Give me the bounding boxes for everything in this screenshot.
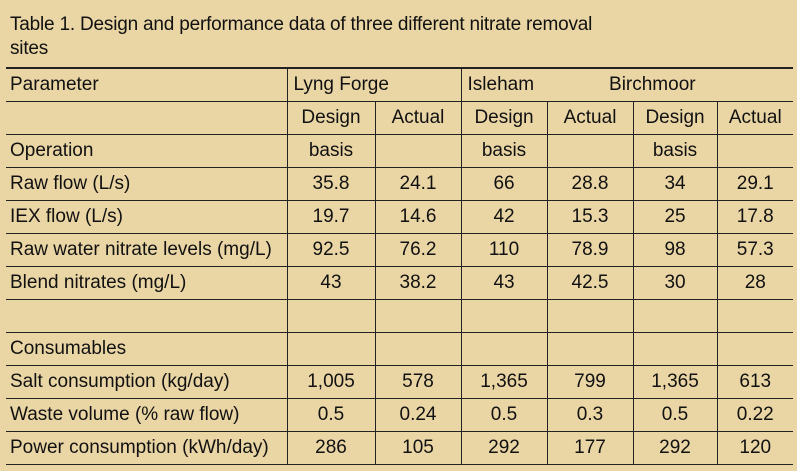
table-cell: 24.1	[375, 167, 462, 201]
table-cell: 1,365	[633, 365, 718, 399]
table-cell: 15.3	[547, 200, 634, 234]
table-cell: 57.3	[717, 233, 794, 267]
table-row: Blend nitrates (mg/L) 43 38.2 43 42.5 30 28	[6, 266, 794, 300]
table-cell: 1,365	[461, 365, 548, 399]
basis-header: basis	[287, 134, 376, 168]
table-row: IEX flow (L/s) 19.7 14.6 42 15.3 25 17.8	[6, 200, 794, 234]
actual-header: Actual	[547, 101, 634, 135]
table-cell	[633, 332, 718, 366]
basis-header: basis	[461, 134, 548, 168]
empty-cell	[547, 134, 634, 168]
table-cell: 34	[633, 167, 718, 201]
table-cell: 66	[461, 167, 548, 201]
site-header-birchmoor: Birchmoor	[547, 67, 794, 102]
table-cell: 92.5	[287, 233, 376, 267]
table-row: Raw flow (L/s) 35.8 24.1 66 28.8 34 29.1	[6, 167, 794, 201]
row-label: IEX flow (L/s)	[6, 200, 288, 234]
row-label: Raw flow (L/s)	[6, 167, 288, 201]
table-cell: 29.1	[717, 167, 794, 201]
table-cell	[461, 299, 548, 333]
table-caption: Table 1. Design and performance data of …	[10, 14, 593, 59]
header-row-design-actual: Design Actual Design Actual Design Actua…	[6, 101, 794, 135]
table-cell: 42.5	[547, 266, 634, 300]
table-row: Raw water nitrate levels (mg/L) 92.5 76.2 1…	[6, 233, 794, 267]
design-header: Design	[633, 101, 718, 135]
header-spacer	[6, 101, 288, 135]
table-cell: 613	[717, 365, 794, 399]
table-cell: 0.5	[633, 398, 718, 432]
table-cell: 43	[461, 266, 548, 300]
table-row: Consumables	[6, 332, 794, 366]
table-cell: 120	[717, 431, 794, 465]
site-header-lyng-forge: Lyng Forge	[287, 67, 462, 102]
empty-cell	[375, 134, 462, 168]
table-cell	[717, 299, 794, 333]
table-cell: 0.5	[461, 398, 548, 432]
row-label: Raw water nitrate levels (mg/L)	[6, 233, 288, 267]
table-cell: 19.7	[287, 200, 376, 234]
table-cell: 105	[375, 431, 462, 465]
table-cell: 286	[287, 431, 376, 465]
empty-cell	[717, 134, 794, 168]
row-label: Salt consumption (kg/day)	[6, 365, 288, 399]
table-cell: 98	[633, 233, 718, 267]
basis-header: basis	[633, 134, 718, 168]
table-cell: 0.24	[375, 398, 462, 432]
table-cell: 38.2	[375, 266, 462, 300]
table-cell: 110	[461, 233, 548, 267]
table-cell: 0.22	[717, 398, 794, 432]
table-cell: 1,005	[287, 365, 376, 399]
table-cell: 43	[287, 266, 376, 300]
header-row-basis: Operation basis basis basis	[6, 134, 794, 168]
actual-header: Actual	[375, 101, 462, 135]
table-cell	[547, 332, 634, 366]
nitrate-removal-table: Parameter Lyng Forge Isleham Birchmoor D…	[6, 67, 794, 465]
table-cell	[547, 299, 634, 333]
table-cell	[633, 299, 718, 333]
table-cell	[717, 332, 794, 366]
table-cell: 17.8	[717, 200, 794, 234]
row-label	[6, 299, 288, 333]
operation-label: Operation	[6, 134, 288, 168]
design-header: Design	[287, 101, 376, 135]
table-cell: 292	[633, 431, 718, 465]
design-header: Design	[461, 101, 548, 135]
table-cell: 292	[461, 431, 548, 465]
table-cell: 799	[547, 365, 634, 399]
actual-header: Actual	[717, 101, 794, 135]
table-cell	[375, 299, 462, 333]
table-cell: 28	[717, 266, 794, 300]
table-cell: 25	[633, 200, 718, 234]
table-cell	[375, 332, 462, 366]
table-cell: 177	[547, 431, 634, 465]
table-cell: 28.8	[547, 167, 634, 201]
row-label: Power consumption (kWh/day)	[6, 431, 288, 465]
site-header-isleham: Isleham	[461, 67, 548, 102]
table-row: Waste volume (% raw flow) 0.5 0.24 0.5 0.3 0.…	[6, 398, 794, 432]
header-row-sites: Parameter Lyng Forge Isleham Birchmoor	[6, 67, 794, 102]
table-row	[6, 299, 794, 333]
table-cell: 0.5	[287, 398, 376, 432]
table-cell: 0.3	[547, 398, 634, 432]
table-cell: 35.8	[287, 167, 376, 201]
table-cell	[287, 332, 376, 366]
table-cell: 578	[375, 365, 462, 399]
row-label: Waste volume (% raw flow)	[6, 398, 288, 432]
table-cell	[461, 332, 548, 366]
row-label: Consumables	[6, 332, 288, 366]
table-cell: 14.6	[375, 200, 462, 234]
table-row: Salt consumption (kg/day) 1,005 578 1,365 79…	[6, 365, 794, 399]
table-cell: 42	[461, 200, 548, 234]
row-label: Blend nitrates (mg/L)	[6, 266, 288, 300]
table-cell	[287, 299, 376, 333]
table-row: Power consumption (kWh/day) 286 105 292 177 2…	[6, 431, 794, 465]
table-cell: 76.2	[375, 233, 462, 267]
table-cell: 30	[633, 266, 718, 300]
parameter-header: Parameter	[6, 67, 288, 102]
table-cell: 78.9	[547, 233, 634, 267]
